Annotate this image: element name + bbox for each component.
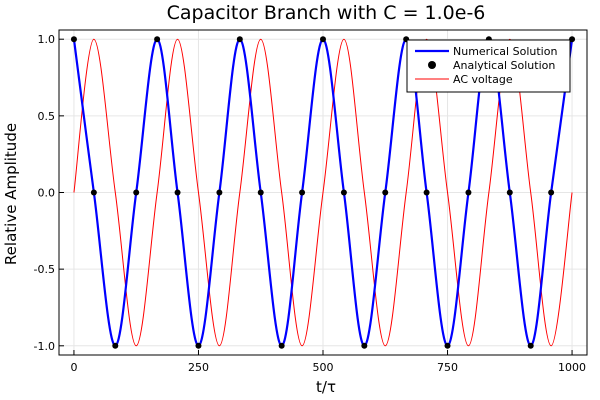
analytical-point xyxy=(154,36,161,43)
analytical-point xyxy=(423,189,430,196)
analytical-point xyxy=(299,189,306,196)
analytical-point xyxy=(382,189,389,196)
analytical-point xyxy=(257,189,264,196)
analytical-point xyxy=(340,189,347,196)
y-tick-label: 0.5 xyxy=(38,110,56,123)
series-layer xyxy=(70,36,576,349)
legend-label: AC voltage xyxy=(453,73,513,86)
analytical-point xyxy=(133,189,140,196)
analytical-point xyxy=(361,342,368,349)
x-axis-title: t/τ xyxy=(316,378,336,396)
y-axis-title: Relative Amplitude xyxy=(2,123,20,265)
y-tick-label: -1.0 xyxy=(34,340,55,353)
analytical-point xyxy=(278,342,285,349)
analytical-point xyxy=(112,342,119,349)
legend-marker xyxy=(428,61,436,69)
analytical-point xyxy=(569,36,576,43)
analytical-point xyxy=(90,189,97,196)
analytical-point xyxy=(195,342,202,349)
analytical-point xyxy=(320,36,326,43)
analytical-point xyxy=(444,342,451,349)
x-tick-label: 500 xyxy=(313,361,334,374)
axis-ticks: 0 250 500 750 1000 -1.0 -0.5 0.0 0.5 1.0 xyxy=(34,33,587,374)
analytical-point xyxy=(216,189,223,196)
legend-label: Numerical Solution xyxy=(453,45,557,58)
analytical-point xyxy=(236,36,243,43)
y-tick-label: 0.0 xyxy=(38,187,56,200)
x-tick-label: 750 xyxy=(437,361,458,374)
x-tick-label: 250 xyxy=(188,361,209,374)
x-tick-label: 1000 xyxy=(558,361,586,374)
analytical-point xyxy=(548,189,555,196)
analytical-point xyxy=(70,36,77,43)
y-tick-label: -0.5 xyxy=(34,263,55,276)
analytical-point xyxy=(465,189,472,196)
legend-label: Analytical Solution xyxy=(453,59,555,72)
analytical-point xyxy=(506,189,513,196)
analytical-point xyxy=(527,342,534,349)
analytical-point xyxy=(174,189,181,196)
series-ac-voltage-line xyxy=(73,38,573,347)
chart-title: Capacitor Branch with C = 1.0e-6 xyxy=(167,2,486,24)
x-tick-label: 0 xyxy=(70,361,77,374)
y-tick-label: 1.0 xyxy=(38,33,56,46)
